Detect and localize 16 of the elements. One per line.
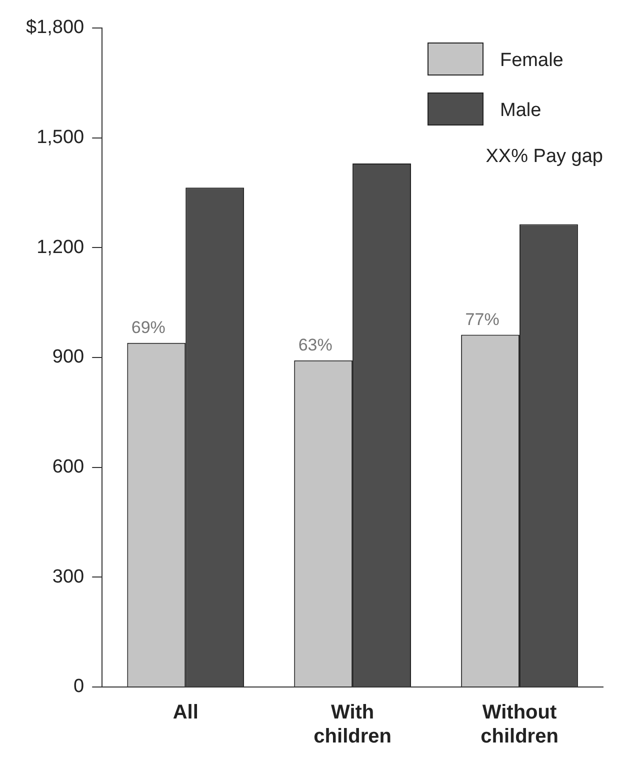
x-tick-label: All (172, 702, 198, 724)
x-tick-label: With children (314, 702, 392, 748)
y-tick-label: 1,200 (36, 236, 84, 258)
annotation: 69% (131, 318, 166, 338)
annotation: 77% (465, 310, 500, 329)
annotation: XX% Pay gap (486, 146, 603, 168)
y-tick-label: $1,800 (26, 17, 84, 38)
annotation: 63% (298, 336, 332, 355)
y-tick-label: 0 (74, 676, 84, 698)
legend-label: Female (500, 50, 564, 72)
legend-label: Male (500, 100, 542, 122)
y-tick-label: 600 (52, 456, 84, 478)
y-tick-label: 1,500 (36, 127, 84, 148)
y-tick-label: 900 (52, 346, 84, 368)
x-tick-label: Without children (480, 702, 558, 748)
y-tick-label: 300 (52, 566, 84, 588)
